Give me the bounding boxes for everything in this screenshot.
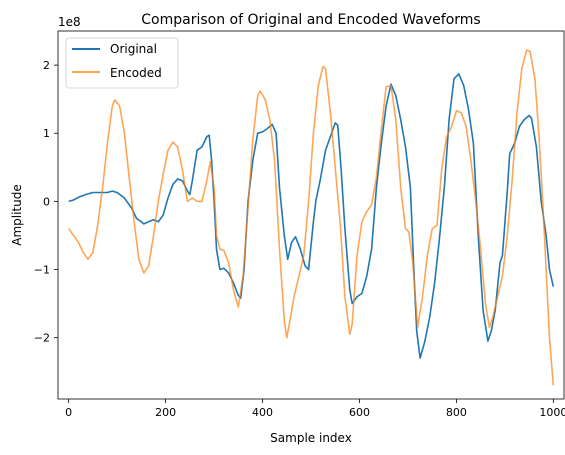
- x-axis-label: Sample index: [270, 431, 352, 445]
- y-axis: −2 −1 0 1 2: [34, 59, 58, 345]
- plot-frame: [57, 30, 565, 400]
- x-tick-label: 0: [65, 406, 72, 419]
- legend-encoded-label: Encoded: [110, 66, 162, 80]
- y-tick-label: −2: [34, 332, 50, 345]
- y-tick-label: −1: [34, 264, 50, 277]
- legend: Original Encoded: [65, 37, 179, 89]
- y-axis-label: Amplitude: [10, 184, 24, 246]
- x-axis: 0 200 400 600 800 1000: [65, 399, 565, 419]
- x-tick-label: 800: [446, 406, 467, 419]
- y-tick-label: 0: [43, 195, 50, 208]
- y-offset-label: 1e8: [58, 15, 81, 29]
- x-tick-label: 600: [349, 406, 370, 419]
- x-tick-label: 1000: [539, 406, 565, 419]
- series-layer: [68, 49, 555, 386]
- legend-box: [65, 37, 179, 89]
- x-tick-label: 200: [155, 406, 176, 419]
- y-tick-label: 1: [43, 127, 50, 140]
- y-tick-label: 2: [43, 59, 50, 72]
- x-tick-label: 400: [252, 406, 273, 419]
- legend-original-label: Original: [110, 42, 157, 56]
- chart-title: Comparison of Original and Encoded Wavef…: [141, 12, 480, 28]
- series-line-encoded: [68, 49, 555, 386]
